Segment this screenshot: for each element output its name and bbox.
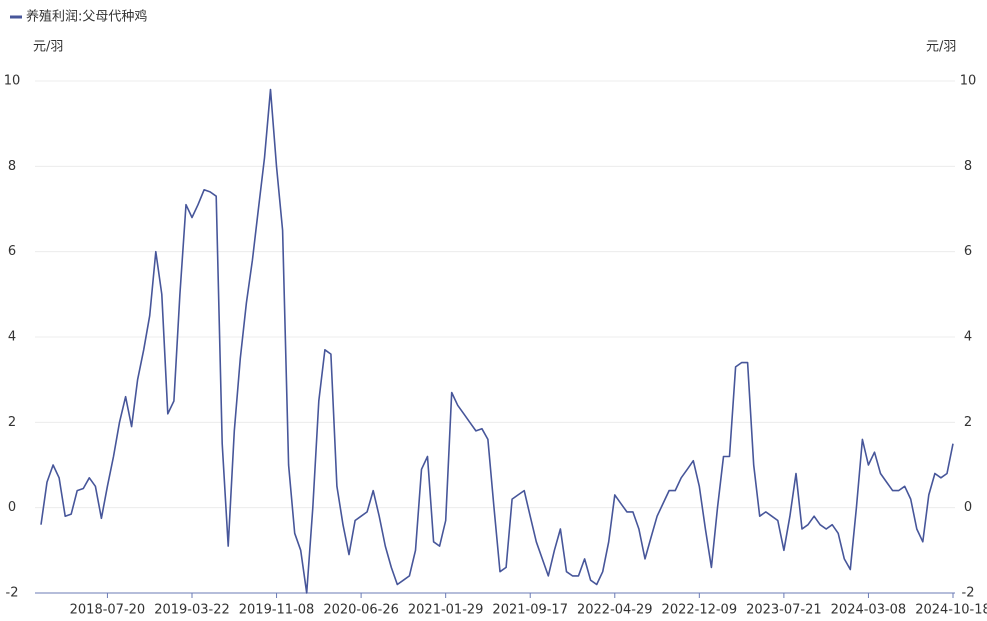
x-tick-label: 2021-09-17 — [492, 603, 568, 618]
x-tick-label: 2022-04-29 — [577, 603, 653, 618]
y-tick-label: 8 — [8, 159, 16, 174]
y-tick-label: 4 — [8, 330, 16, 345]
y2-tick-label: -2 — [962, 586, 975, 601]
x-tick-label: 2023-07-21 — [746, 603, 822, 618]
y-tick-label: 6 — [8, 244, 16, 259]
x-tick-label: 2021-01-29 — [408, 603, 484, 618]
y2-tick-label: 8 — [964, 159, 972, 174]
y-tick-label: 10 — [4, 74, 21, 89]
legend-label: 养殖利润:父母代种鸡 — [26, 9, 147, 25]
y2-tick-label: 0 — [964, 500, 972, 515]
y2-tick-label: 4 — [964, 330, 972, 345]
x-tick-label: 2020-06-26 — [323, 603, 399, 618]
y-tick-label: 0 — [8, 500, 16, 515]
x-tick-label: 2018-07-20 — [70, 603, 146, 618]
series-line — [40, 88, 954, 594]
x-tick-label: 2024-03-08 — [831, 603, 907, 618]
y2-tick-label: 10 — [960, 74, 977, 89]
y-tick-label: -2 — [6, 586, 19, 601]
y2-tick-label: 6 — [964, 244, 972, 259]
y2-tick-label: 2 — [964, 415, 972, 430]
x-tick-label: 2019-11-08 — [239, 603, 315, 618]
y-axis-unit: 元/羽 — [33, 40, 63, 55]
y-tick-label: 2 — [8, 415, 16, 430]
x-tick-label: 2019-03-22 — [154, 603, 230, 618]
y2-axis-unit: 元/羽 — [926, 40, 956, 55]
x-tick-label: 2022-12-09 — [662, 603, 738, 618]
x-tick-label: 2024-10-18 — [915, 603, 987, 618]
